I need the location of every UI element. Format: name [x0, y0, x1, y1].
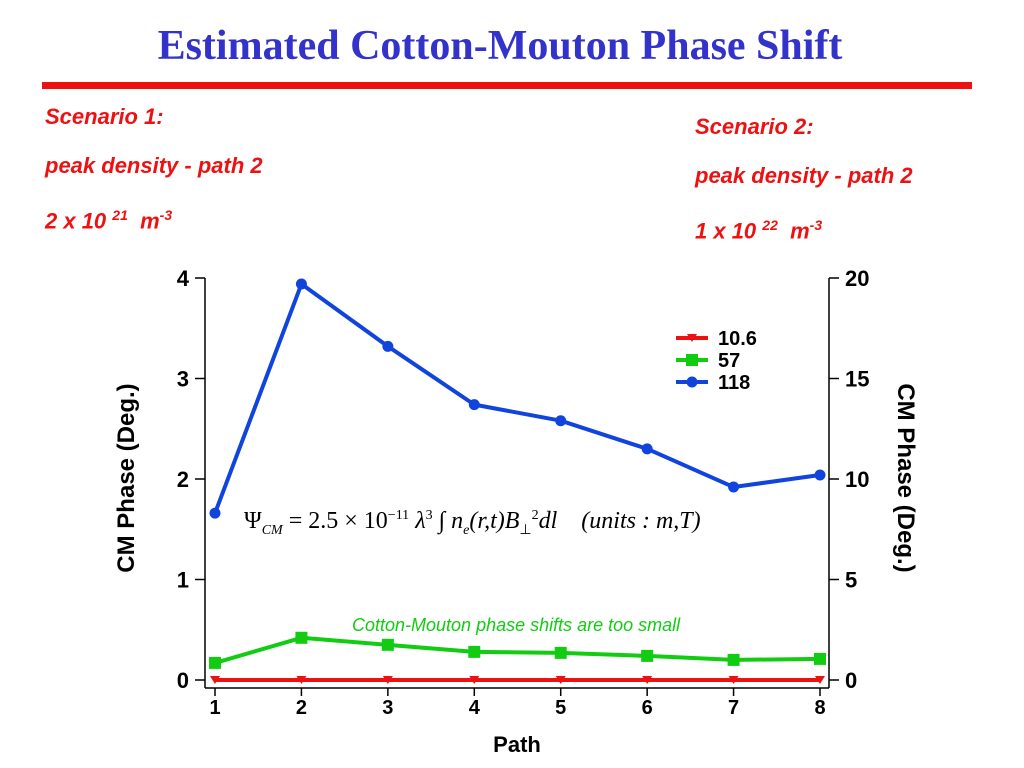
- data-point-118: [728, 481, 740, 493]
- data-point-57: [727, 653, 740, 666]
- scenario-2-mantissa: 1 x 10: [695, 218, 763, 244]
- scenario-2-heading: Scenario 2:: [695, 114, 814, 139]
- formula-b-exp: 2: [531, 508, 539, 523]
- legend-marker-57: [686, 354, 698, 366]
- data-point-10.6: [815, 676, 825, 684]
- y-tick-label-right: 15: [845, 367, 869, 392]
- data-point-57: [554, 646, 567, 659]
- data-point-10.6: [469, 676, 480, 684]
- data-point-118: [468, 399, 480, 411]
- formula-coef: = 2.5 × 10: [282, 508, 388, 534]
- scenario-1-peak: peak density - path 2: [45, 153, 263, 178]
- formula-dl: dl: [538, 508, 558, 534]
- formula-n: n: [451, 508, 464, 534]
- formula-b-sub: ⊥: [519, 522, 532, 538]
- legend-label-118: 118: [718, 372, 750, 394]
- scenario-2-exponent: 22: [762, 217, 778, 233]
- formula-lhs: Ψ: [244, 508, 262, 534]
- formula-integral: ∫: [432, 508, 452, 534]
- x-tick-label: 5: [555, 697, 566, 719]
- scenario-2-density: 1 x 10 22 m-3: [695, 212, 913, 244]
- scenario-1-unit-exponent: -3: [159, 207, 173, 223]
- title-divider: [42, 82, 972, 89]
- data-point-57: [295, 631, 308, 644]
- formula-lambda-exp: 3: [425, 508, 433, 523]
- cotton-mouton-formula: ΨCM = 2.5 × 10−11 λ3 ∫ ne(r,t)B⊥2dl (uni…: [244, 508, 701, 539]
- scenario-2-unit: m: [790, 218, 810, 244]
- y-axis-label-right: CM Phase (Deg.): [892, 383, 919, 572]
- data-point-10.6: [555, 676, 566, 684]
- x-tick-label: 4: [469, 697, 481, 719]
- x-tick-label: 2: [296, 697, 307, 719]
- data-point-10.6: [296, 676, 307, 684]
- slide-title: Estimated Cotton-Mouton Phase Shift: [157, 23, 843, 69]
- y-tick-label-right: 20: [845, 266, 869, 291]
- data-point-10.6: [210, 676, 220, 684]
- legend-label-57: 57: [718, 350, 740, 372]
- scenario-1-density: 2 x 10 21 m-3: [45, 202, 263, 234]
- y-tick-label-left: 2: [177, 467, 189, 492]
- data-point-118: [555, 415, 567, 427]
- y-tick-label-left: 4: [177, 266, 190, 291]
- data-point-57: [641, 649, 654, 662]
- legend-label-10.6: 10.6: [718, 328, 757, 350]
- formula-units: (units : m,T): [581, 508, 701, 534]
- y-tick-label-right: 10: [845, 467, 869, 492]
- y-tick-label-left: 0: [177, 668, 189, 693]
- x-tick-label: 1: [209, 697, 220, 719]
- scenario-1-heading: Scenario 1:: [45, 104, 164, 129]
- scenario-1-mantissa: 2 x 10: [45, 208, 113, 234]
- legend-marker-10.6: [687, 334, 697, 342]
- series-line-57: [214, 635, 821, 665]
- scenario-1-exponent: 21: [112, 207, 128, 223]
- y-tick-label-left: 1: [177, 568, 189, 593]
- data-point-118: [209, 507, 221, 519]
- formula-args: (r,t): [469, 508, 505, 534]
- data-point-118: [641, 443, 653, 455]
- x-tick-label: 7: [728, 697, 739, 719]
- formula-n-sub: e: [463, 522, 470, 538]
- data-point-10.6: [382, 676, 393, 684]
- scenario-2-block: Scenario 2: peak density - path 2 1 x 10…: [695, 114, 913, 267]
- formula-lhs-sub: CM: [261, 522, 283, 538]
- x-tick-label: 3: [382, 697, 393, 719]
- scenario-1-unit: m: [140, 208, 160, 234]
- data-point-118: [814, 469, 826, 481]
- y-axis-label-left: CM Phase (Deg.): [113, 383, 140, 572]
- formula-lambda: λ: [409, 508, 426, 534]
- scenario-2-peak: peak density - path 2: [695, 163, 913, 188]
- formula-coef-exp: −11: [387, 508, 410, 523]
- data-point-57: [381, 638, 394, 651]
- data-point-10.6: [642, 676, 653, 684]
- y-tick-label-left: 3: [177, 367, 189, 392]
- y-tick-label-right: 0: [845, 668, 857, 693]
- x-tick-label: 8: [814, 697, 825, 719]
- data-point-57: [468, 645, 481, 658]
- x-axis-label: Path: [493, 732, 541, 757]
- formula-b: B: [504, 508, 520, 534]
- scenario-1-block: Scenario 1: peak density - path 2 2 x 10…: [45, 104, 263, 257]
- data-point-57: [814, 652, 826, 665]
- series-line-118: [213, 282, 821, 514]
- data-point-10.6: [728, 676, 739, 684]
- x-tick-label: 6: [642, 697, 653, 719]
- legend-marker-118: [686, 376, 698, 388]
- data-point-57: [209, 656, 221, 669]
- y-tick-label-right: 5: [845, 568, 857, 593]
- data-point-118: [295, 278, 307, 290]
- annotation-note: Cotton-Mouton phase shifts are too small: [352, 615, 681, 635]
- data-point-118: [382, 340, 394, 352]
- scenario-2-unit-exponent: -3: [809, 217, 823, 233]
